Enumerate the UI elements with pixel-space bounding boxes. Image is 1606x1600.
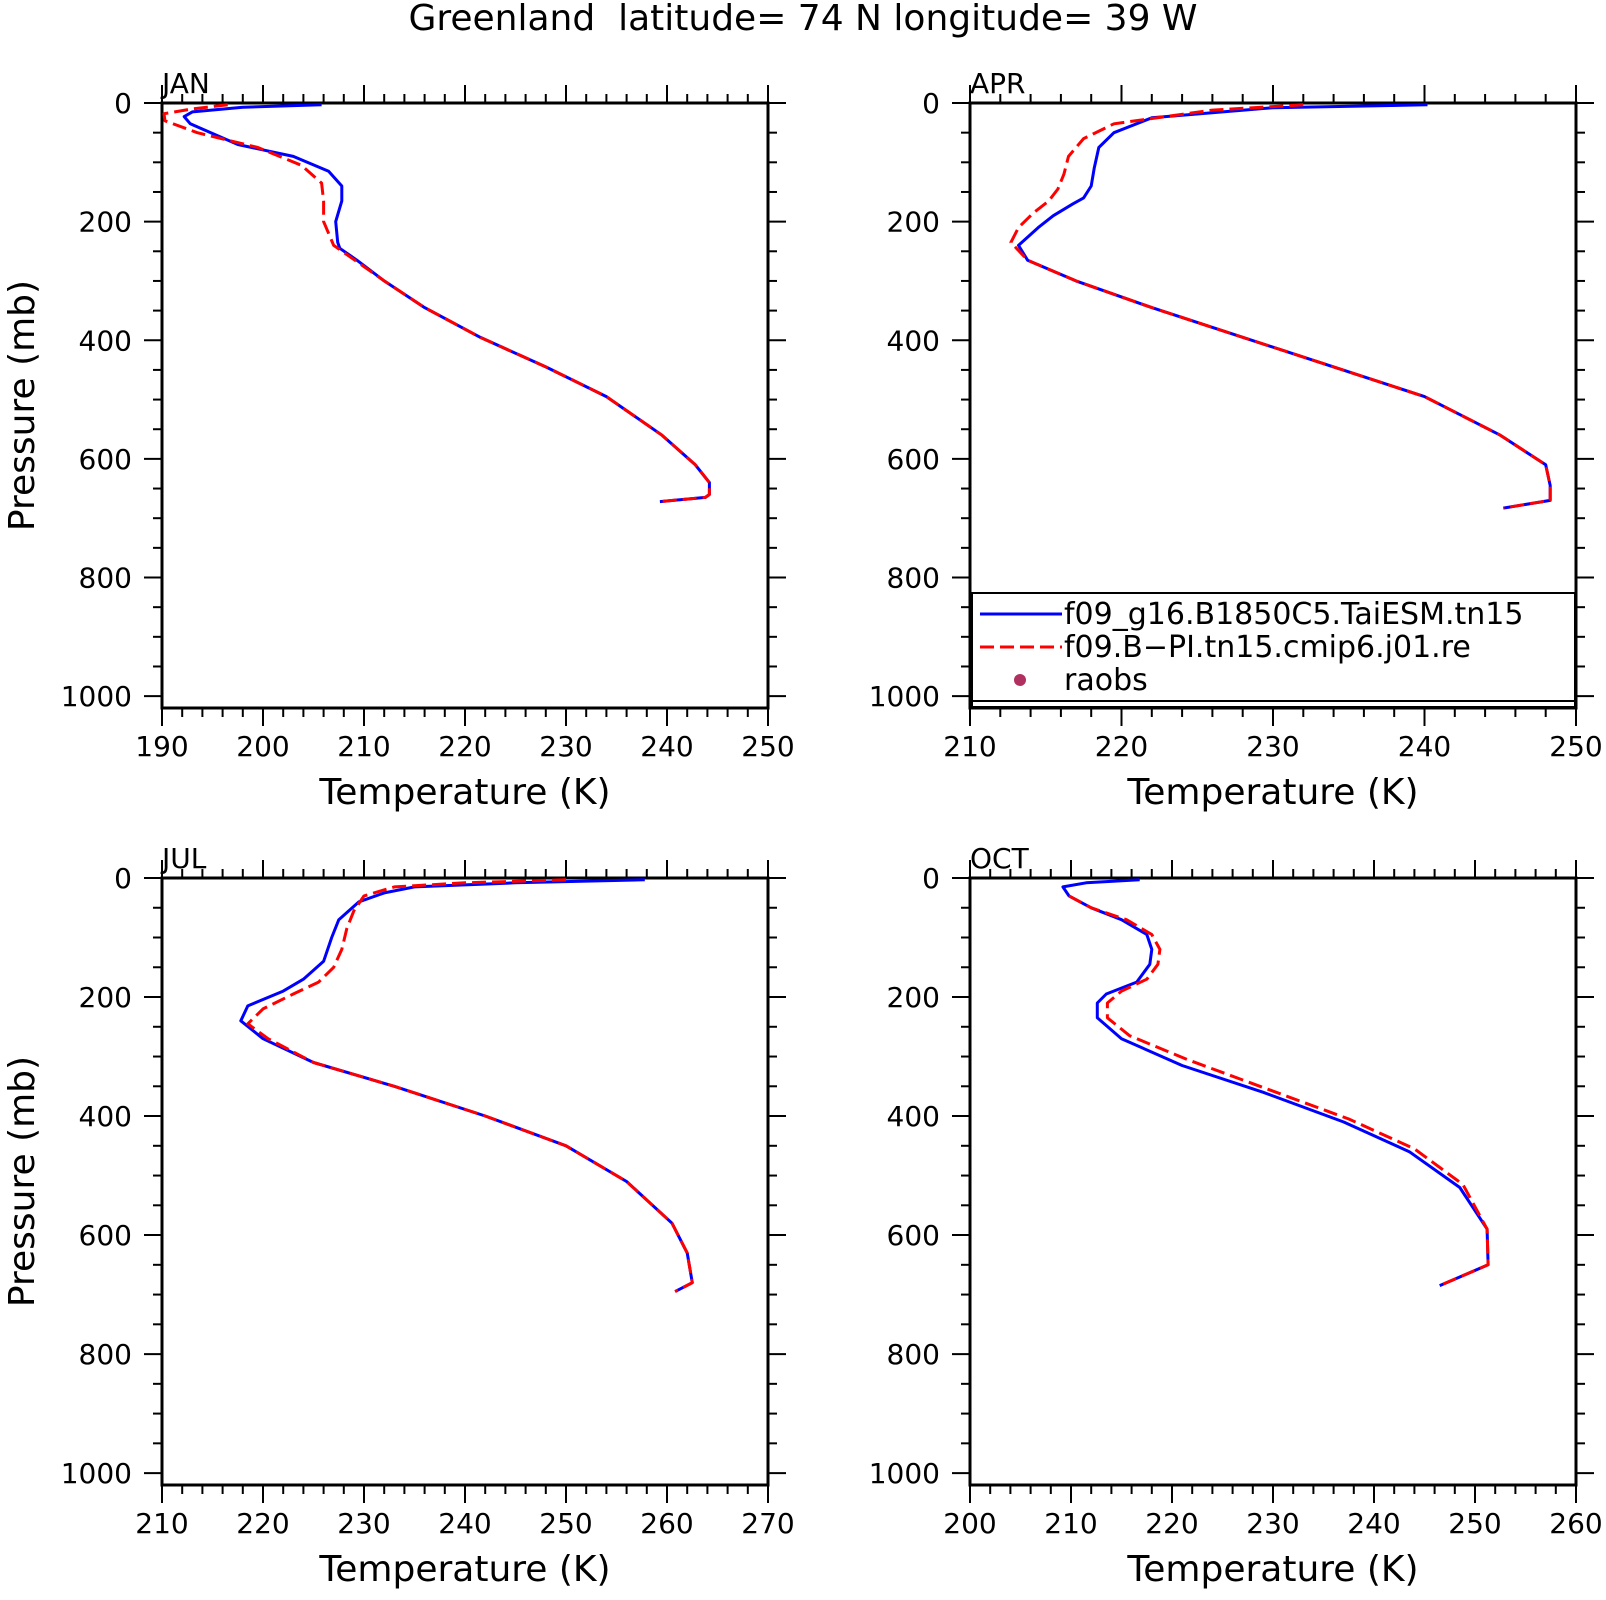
y-tick-label: 800 <box>79 562 132 595</box>
x-axis-label: Temperature (K) <box>1126 772 1418 813</box>
y-tick-label: 800 <box>887 1338 940 1371</box>
series-line-taiesm <box>182 103 711 504</box>
legend-marker-raobs <box>1014 674 1026 686</box>
x-tick-label: 210 <box>943 730 996 763</box>
x-tick-label: 220 <box>438 730 491 763</box>
y-tick-label: 0 <box>114 87 132 120</box>
plot-frame <box>968 876 1578 1487</box>
legend-label: raobs <box>1064 663 1148 698</box>
y-tick-label: 0 <box>922 87 940 120</box>
series-line-taiesm <box>1061 878 1490 1287</box>
y-tick-label: 200 <box>79 206 132 239</box>
y-tick-label: 400 <box>79 324 132 357</box>
y-tick-label: 600 <box>79 443 132 476</box>
x-tick-label: 230 <box>337 1507 390 1540</box>
figure-title: Greenland latitude= 74 N longitude= 39 W <box>408 0 1197 39</box>
x-tick-label: 260 <box>640 1507 693 1540</box>
panel-label: JUL <box>160 842 207 875</box>
x-tick-label: 220 <box>1095 730 1148 763</box>
x-tick-label: 220 <box>236 1507 289 1540</box>
y-tick-label: 0 <box>114 862 132 895</box>
x-tick-label: 260 <box>1549 1507 1602 1540</box>
legend-label: f09.B−PI.tn15.cmip6.j01.re <box>1064 630 1471 665</box>
x-tick-label: 230 <box>539 730 592 763</box>
x-tick-label: 250 <box>1448 1507 1501 1540</box>
x-tick-label: 240 <box>1398 730 1451 763</box>
x-tick-label: 240 <box>640 730 693 763</box>
series-line-taiesm <box>1017 103 1552 510</box>
y-tick-label: 1000 <box>869 680 940 713</box>
x-tick-label: 210 <box>1044 1507 1097 1540</box>
panel-label: APR <box>970 67 1026 100</box>
series-line-cmip6 <box>162 103 711 504</box>
x-tick-label: 200 <box>236 730 289 763</box>
x-tick-label: 240 <box>438 1507 491 1540</box>
y-tick-label: 1000 <box>869 1457 940 1490</box>
y-tick-label: 600 <box>79 1219 132 1252</box>
x-tick-label: 220 <box>1145 1507 1198 1540</box>
x-tick-label: 250 <box>741 730 794 763</box>
x-tick-label: 230 <box>1246 1507 1299 1540</box>
x-tick-label: 190 <box>135 730 188 763</box>
y-tick-label: 200 <box>887 981 940 1014</box>
series-line-cmip6 <box>246 878 694 1293</box>
plot-frame <box>160 101 770 710</box>
x-axis-label: Temperature (K) <box>318 772 610 813</box>
series-line-cmip6 <box>1009 103 1552 510</box>
x-tick-label: 210 <box>337 730 390 763</box>
series-line-cmip6 <box>1068 894 1490 1287</box>
plot-frame <box>160 876 770 1487</box>
x-axis-label: Temperature (K) <box>318 1549 610 1590</box>
y-tick-label: 1000 <box>61 1457 132 1490</box>
x-tick-label: 240 <box>1347 1507 1400 1540</box>
y-tick-label: 400 <box>887 324 940 357</box>
y-tick-label: 0 <box>922 862 940 895</box>
y-axis-label: Pressure (mb) <box>2 1056 43 1307</box>
x-tick-label: 230 <box>1246 730 1299 763</box>
legend: f09_g16.B1850C5.TaiESM.tn15f09.B−PI.tn15… <box>971 592 1576 708</box>
y-tick-label: 200 <box>79 981 132 1014</box>
y-tick-label: 800 <box>887 562 940 595</box>
x-tick-label: 210 <box>135 1507 188 1540</box>
y-tick-label: 600 <box>887 443 940 476</box>
series-line-taiesm <box>239 878 694 1293</box>
legend-box <box>971 592 1576 708</box>
x-tick-label: 250 <box>1549 730 1602 763</box>
y-axis-label: Pressure (mb) <box>2 280 43 531</box>
y-tick-label: 400 <box>887 1100 940 1133</box>
x-tick-label: 250 <box>539 1507 592 1540</box>
legend-label: f09_g16.B1850C5.TaiESM.tn15 <box>1064 597 1523 632</box>
x-tick-label: 200 <box>943 1507 996 1540</box>
x-axis-label: Temperature (K) <box>1126 1549 1418 1590</box>
y-tick-label: 800 <box>79 1338 132 1371</box>
y-tick-label: 600 <box>887 1219 940 1252</box>
x-tick-label: 270 <box>741 1507 794 1540</box>
panel-label: OCT <box>970 842 1030 875</box>
y-tick-label: 200 <box>887 206 940 239</box>
y-tick-label: 400 <box>79 1100 132 1133</box>
y-tick-label: 1000 <box>61 680 132 713</box>
